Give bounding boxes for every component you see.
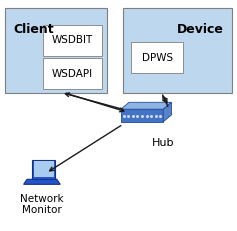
Text: WSDAPI: WSDAPI <box>52 69 93 79</box>
Text: Device: Device <box>177 23 223 36</box>
Text: WSDBIT: WSDBIT <box>52 35 93 45</box>
FancyBboxPatch shape <box>123 8 232 93</box>
Text: Client: Client <box>14 23 54 36</box>
Polygon shape <box>32 160 55 179</box>
FancyBboxPatch shape <box>43 58 102 89</box>
Text: Hub: Hub <box>151 138 174 149</box>
Polygon shape <box>24 179 60 184</box>
FancyBboxPatch shape <box>5 8 107 93</box>
Polygon shape <box>121 102 172 109</box>
Polygon shape <box>121 109 163 122</box>
Polygon shape <box>34 161 54 177</box>
Text: DPWS: DPWS <box>142 52 173 63</box>
FancyBboxPatch shape <box>43 25 102 56</box>
Polygon shape <box>163 102 172 122</box>
Text: Network
Monitor: Network Monitor <box>20 194 64 215</box>
FancyBboxPatch shape <box>132 42 183 73</box>
